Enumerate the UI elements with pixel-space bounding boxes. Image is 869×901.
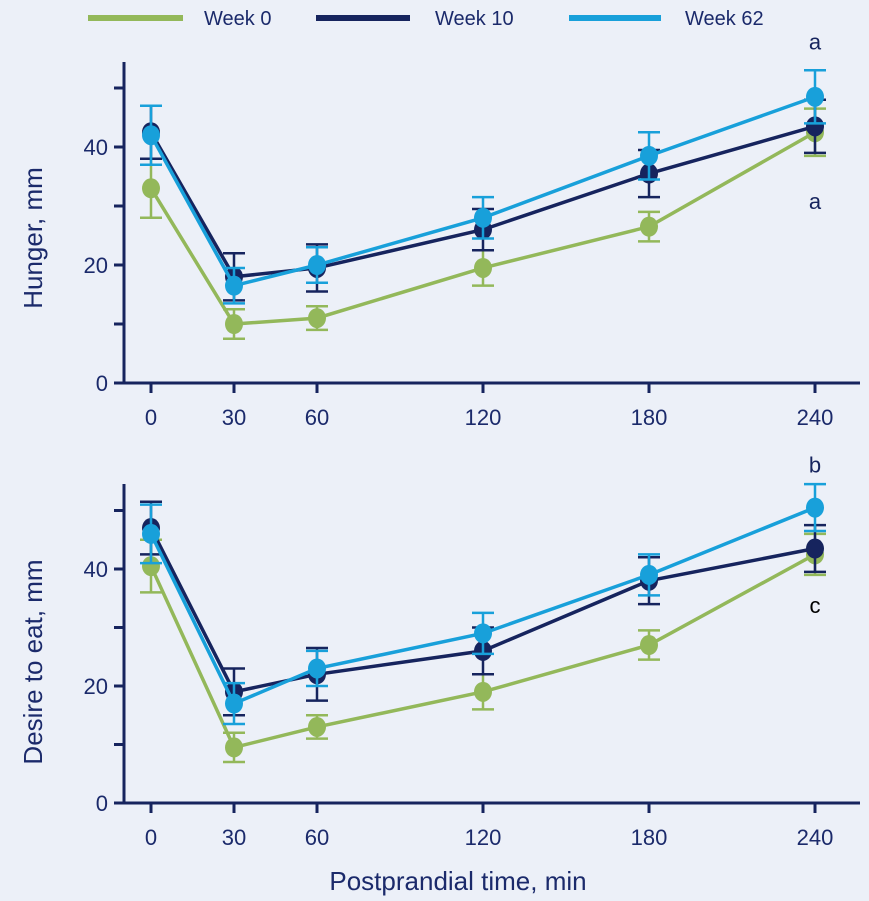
desire-x-tick-label: 180 — [631, 825, 668, 850]
desire-point-week-0 — [308, 716, 326, 737]
hunger-annotation-a: a — [809, 30, 822, 55]
hunger-line-week-62 — [149, 95, 816, 288]
desire-point-week-62 — [308, 658, 326, 679]
legend: Week 0 Week 10 Week 62 — [88, 8, 764, 30]
hunger-x-tick-label: 0 — [145, 405, 157, 430]
hunger-line-week-10 — [149, 124, 816, 279]
legend-item-week-62: Week 62 — [569, 8, 764, 30]
desire-annotations: bc — [809, 452, 821, 617]
desire-y-tick-label: 40 — [84, 557, 108, 582]
hunger-annotation-a: a — [809, 189, 822, 214]
desire-x-tick-label: 30 — [222, 825, 246, 850]
desire-annotation-c: c — [810, 593, 821, 618]
hunger-point-week-62 — [225, 275, 243, 296]
desire-line-week-62 — [149, 505, 816, 706]
desire-point-week-62 — [225, 693, 243, 714]
desire-y-tick-label: 20 — [84, 674, 108, 699]
desire-x-tick-label: 0 — [145, 825, 157, 850]
desire-annotation-b: b — [809, 452, 821, 477]
desire-point-week-0 — [142, 556, 160, 577]
desire-point-week-62 — [806, 497, 824, 518]
hunger-point-week-0 — [225, 314, 243, 334]
hunger-point-week-62 — [142, 125, 160, 146]
hunger-y-tick-label: 40 — [84, 135, 108, 160]
desire-series — [140, 482, 826, 764]
hunger-point-week-62 — [474, 207, 492, 228]
legend-item-week-0: Week 0 — [88, 8, 271, 30]
legend-label-week-10: Week 10 — [435, 8, 514, 30]
hunger-point-week-10 — [806, 116, 824, 137]
hunger-point-week-62 — [308, 255, 326, 275]
desire-y-tick-label: 0 — [96, 791, 108, 816]
hunger-point-week-0 — [474, 257, 492, 278]
desire-y-axis-title: Desire to eat, mm — [18, 559, 48, 764]
hunger-x-tick-label: 180 — [631, 405, 668, 430]
legend-label-week-62: Week 62 — [685, 8, 764, 30]
x-axis-title: Postprandial time, min — [329, 866, 586, 896]
legend-item-week-10: Week 10 — [316, 8, 514, 30]
desire-point-week-10 — [806, 538, 824, 559]
hunger-point-week-62 — [640, 145, 658, 166]
hunger-point-week-0 — [640, 216, 658, 237]
legend-label-week-0: Week 0 — [204, 8, 271, 30]
hunger-y-tick-label: 20 — [84, 253, 108, 278]
desire-x-tick-label: 240 — [797, 825, 834, 850]
hunger-point-week-0 — [142, 178, 160, 199]
desire-x-tick-label: 120 — [465, 825, 502, 850]
desire-point-week-0 — [474, 681, 492, 702]
hunger-y-tick-label: 0 — [96, 371, 108, 396]
hunger-series-week-62 — [140, 69, 826, 305]
desire-x-tick-label: 60 — [305, 825, 329, 850]
hunger-point-week-0 — [308, 308, 326, 329]
desire-line-week-10 — [149, 527, 816, 694]
hunger-annotations: aa — [809, 30, 822, 214]
desire-point-week-62 — [142, 523, 160, 544]
hunger-line-week-0 — [149, 130, 816, 326]
hunger-x-tick-label: 240 — [797, 405, 834, 430]
hunger-x-tick-label: 120 — [465, 405, 502, 430]
hunger-x-tick-label: 60 — [305, 405, 329, 430]
hunger-y-axis-title: Hunger, mm — [18, 167, 48, 309]
desire-axes: 0 20 40 0 30 60 120 180 240 — [84, 484, 860, 850]
desire-line-week-0 — [149, 552, 816, 750]
desire-point-week-62 — [474, 623, 492, 644]
desire-series-week-62 — [140, 482, 826, 726]
desire-point-week-0 — [225, 737, 243, 758]
desire-point-week-62 — [640, 564, 658, 585]
hunger-x-tick-label: 30 — [222, 405, 246, 430]
hunger-point-week-62 — [806, 86, 824, 107]
desire-point-week-0 — [640, 635, 658, 656]
hunger-axes: 0 20 40 0 30 60 120 180 240 — [84, 62, 860, 430]
hunger-series — [140, 69, 826, 340]
